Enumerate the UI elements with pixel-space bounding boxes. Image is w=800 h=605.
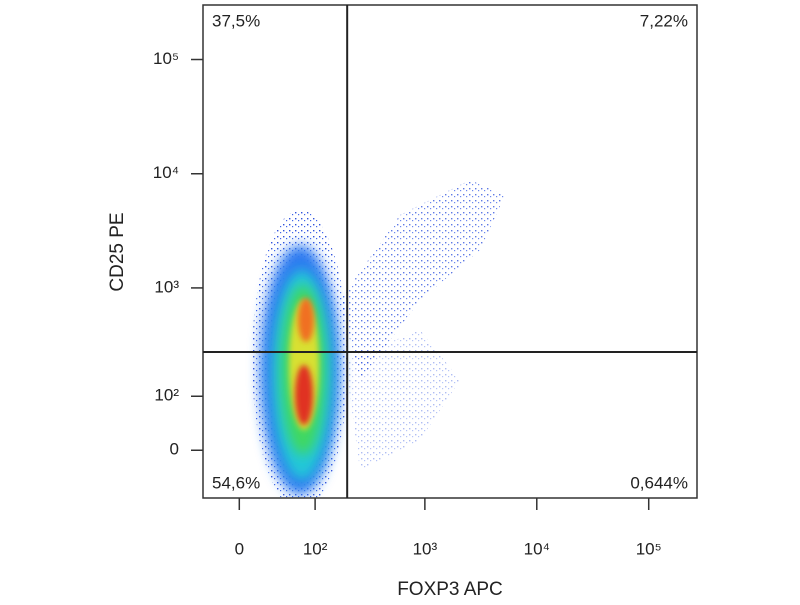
quadrant-percent: 37,5% [212,11,260,30]
quadrant-percent: 54,6% [212,473,260,492]
y-tick-label: 10⁴ [153,163,179,182]
x-tick-label: 10⁴ [524,539,550,558]
x-tick-label: 10⁵ [636,539,662,558]
quadrant-percent: 7,22% [640,11,688,30]
plot-frame [202,4,698,499]
y-tick-label: 0 [170,440,179,459]
x-axis-title: FOXP3 APC [397,579,503,600]
density-cloud [252,180,505,498]
y-tick-label: 10³ [154,277,179,296]
y-axis-title: CD25 PE [107,212,128,291]
x-tick-label: 0 [235,539,244,558]
x-tick-label: 10³ [413,539,438,558]
x-tick-label: 10² [303,539,328,558]
quadrant-percent: 0,644% [630,473,688,492]
y-tick-label: 10⁵ [153,49,179,68]
y-tick-label: 10² [154,386,179,405]
